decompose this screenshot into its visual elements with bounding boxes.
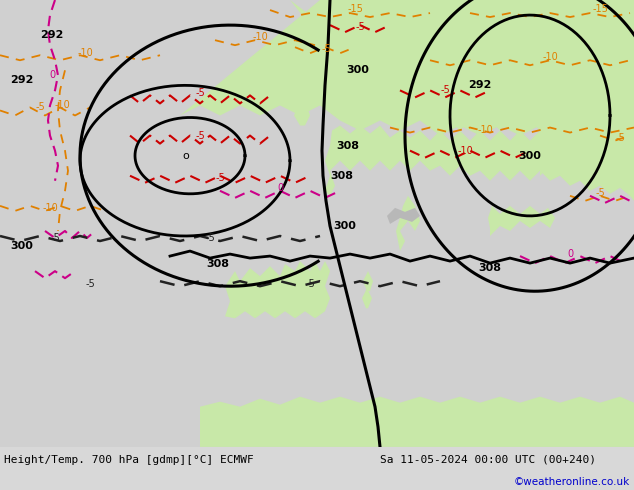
Text: Height/Temp. 700 hPa [gdmp][°C] ECMWF: Height/Temp. 700 hPa [gdmp][°C] ECMWF	[4, 455, 254, 465]
Text: 0: 0	[567, 249, 573, 259]
Text: ©weatheronline.co.uk: ©weatheronline.co.uk	[514, 477, 630, 487]
Polygon shape	[488, 206, 555, 236]
Polygon shape	[370, 0, 534, 35]
Text: 292: 292	[41, 30, 63, 40]
Text: 300: 300	[347, 65, 370, 75]
Text: -5: -5	[440, 85, 450, 96]
Polygon shape	[225, 261, 330, 318]
Text: 0: 0	[277, 183, 283, 193]
Text: -10: -10	[477, 124, 493, 135]
Text: 0: 0	[49, 71, 55, 80]
Text: -10: -10	[77, 48, 93, 58]
Text: 300: 300	[333, 221, 356, 231]
Text: -5: -5	[215, 173, 225, 183]
Polygon shape	[200, 397, 634, 447]
Text: -5: -5	[321, 44, 331, 54]
Text: o: o	[183, 150, 190, 161]
Text: -5: -5	[355, 22, 365, 32]
Text: 308: 308	[337, 141, 359, 150]
Text: 300: 300	[519, 150, 541, 161]
Text: -5: -5	[50, 233, 60, 243]
Text: 292: 292	[469, 80, 492, 90]
Polygon shape	[294, 70, 325, 125]
Text: -5: -5	[195, 130, 205, 141]
Text: -5: -5	[35, 102, 45, 112]
Text: 300: 300	[11, 241, 34, 251]
Text: -5: -5	[205, 233, 215, 243]
Text: 292: 292	[10, 75, 34, 85]
Text: -5: -5	[595, 188, 605, 198]
Polygon shape	[396, 196, 420, 251]
Text: -10: -10	[252, 32, 268, 42]
Text: -15: -15	[347, 4, 363, 14]
Text: -5: -5	[615, 133, 625, 143]
Text: -5: -5	[305, 279, 315, 289]
Polygon shape	[290, 0, 634, 45]
Text: -5: -5	[85, 279, 95, 289]
Polygon shape	[362, 288, 372, 308]
Polygon shape	[387, 208, 420, 224]
Text: -10: -10	[42, 203, 58, 213]
Text: -10: -10	[542, 52, 558, 62]
Text: 308: 308	[207, 259, 230, 269]
Polygon shape	[363, 271, 373, 291]
Text: Sa 11-05-2024 00:00 UTC (00+240): Sa 11-05-2024 00:00 UTC (00+240)	[380, 455, 596, 465]
Text: -5: -5	[195, 88, 205, 98]
Polygon shape	[325, 125, 634, 201]
Polygon shape	[180, 0, 634, 136]
Text: 308: 308	[479, 263, 501, 273]
Polygon shape	[420, 96, 634, 176]
Text: -10: -10	[54, 100, 70, 110]
Text: -15: -15	[592, 4, 608, 14]
Polygon shape	[395, 0, 634, 40]
Text: 308: 308	[330, 171, 354, 181]
Text: -10: -10	[457, 146, 473, 156]
Polygon shape	[278, 43, 296, 65]
